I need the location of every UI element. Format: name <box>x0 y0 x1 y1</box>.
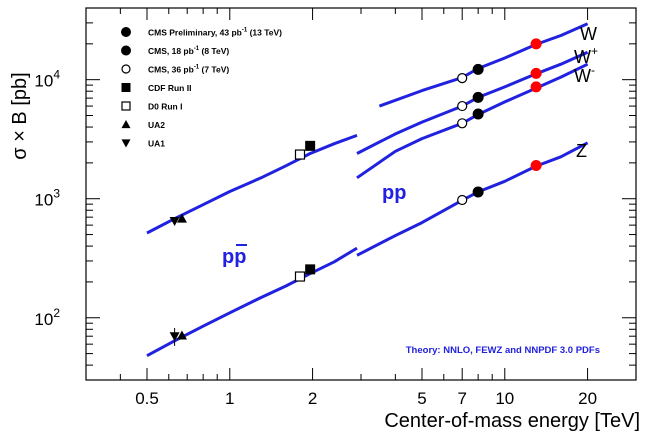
data-point <box>472 186 484 198</box>
legend-marker <box>121 45 131 56</box>
y-axis-title: σ × B [pb] <box>9 72 31 159</box>
legend-marker <box>121 83 131 92</box>
theory-note: Theory: NNLO, FEWZ and NNPDF 3.0 PDFs <box>406 345 600 356</box>
legend: CMS Preliminary, 43 pb-1 (13 TeV) CMS, 18… <box>121 27 282 149</box>
data-point <box>530 67 542 79</box>
axis-ticks <box>85 7 637 381</box>
series-label: W <box>580 24 597 44</box>
data-point <box>176 213 187 223</box>
x-tick-label: 0.5 <box>135 389 159 408</box>
theory-curve-z <box>146 246 358 358</box>
ppbar-label: pp <box>222 246 246 268</box>
legend-marker <box>121 101 131 111</box>
series-label: W+ <box>574 44 598 67</box>
x-tick-label: 1 <box>225 389 234 408</box>
legend-entry-label: D0 Run I <box>148 102 182 112</box>
data-point <box>530 38 542 50</box>
tick-labels: 0.5 1 2 5 7 10 20 102 103 104 <box>34 68 597 408</box>
data-point <box>305 264 316 275</box>
legend-entry-label: UA1 <box>148 139 165 149</box>
data-point <box>457 100 468 112</box>
x-axis-title: Center-of-mass energy [TeV] <box>384 410 640 432</box>
data-point <box>305 140 316 151</box>
legend-entry-label: CMS, 36 pb-1 (7 TeV) <box>148 65 229 75</box>
data-point <box>457 118 468 129</box>
y-tick-label: 104 <box>34 68 60 91</box>
legend-entry-label: CMS, 18 pb-1 (8 TeV) <box>148 46 229 56</box>
data-point <box>457 194 468 206</box>
x-tick-label: 2 <box>308 389 317 408</box>
legend-marker <box>121 64 131 74</box>
legend-entry-label: UA2 <box>148 120 165 130</box>
data-point <box>530 160 542 172</box>
data-point <box>176 330 187 340</box>
data-point <box>169 216 180 226</box>
theory-curve-w <box>378 22 589 108</box>
legend-entry-label: CDF Run II <box>148 83 191 93</box>
data-point <box>294 149 306 160</box>
data-point <box>457 73 468 84</box>
pp-label: pp <box>382 182 406 204</box>
x-tick-label: 20 <box>578 389 597 408</box>
theory-curve-w <box>146 133 358 235</box>
x-tick-label: 10 <box>495 389 514 408</box>
ppbar-label-p: p <box>222 246 234 268</box>
data-point <box>472 63 484 75</box>
legend-marker <box>121 27 131 37</box>
legend-entry-label: CMS Preliminary, 43 pb-1 (13 TeV) <box>148 28 282 38</box>
x-tick-label: 7 <box>457 389 466 408</box>
data-point <box>169 332 180 342</box>
x-tick-label: 5 <box>417 389 426 408</box>
data-point <box>530 81 542 93</box>
series-label: Z <box>576 141 587 161</box>
data-point <box>472 91 484 103</box>
legend-marker <box>121 139 131 148</box>
ppbar-label-pbar: p <box>234 246 246 268</box>
y-tick-label: 103 <box>34 187 60 210</box>
series-labels: WW+W- Z <box>574 24 598 161</box>
data-point <box>472 108 484 120</box>
data-point <box>294 271 306 282</box>
measurement-points <box>169 38 542 346</box>
legend-marker <box>121 120 131 129</box>
y-tick-label: 102 <box>34 306 60 329</box>
series-label: W- <box>574 63 595 86</box>
